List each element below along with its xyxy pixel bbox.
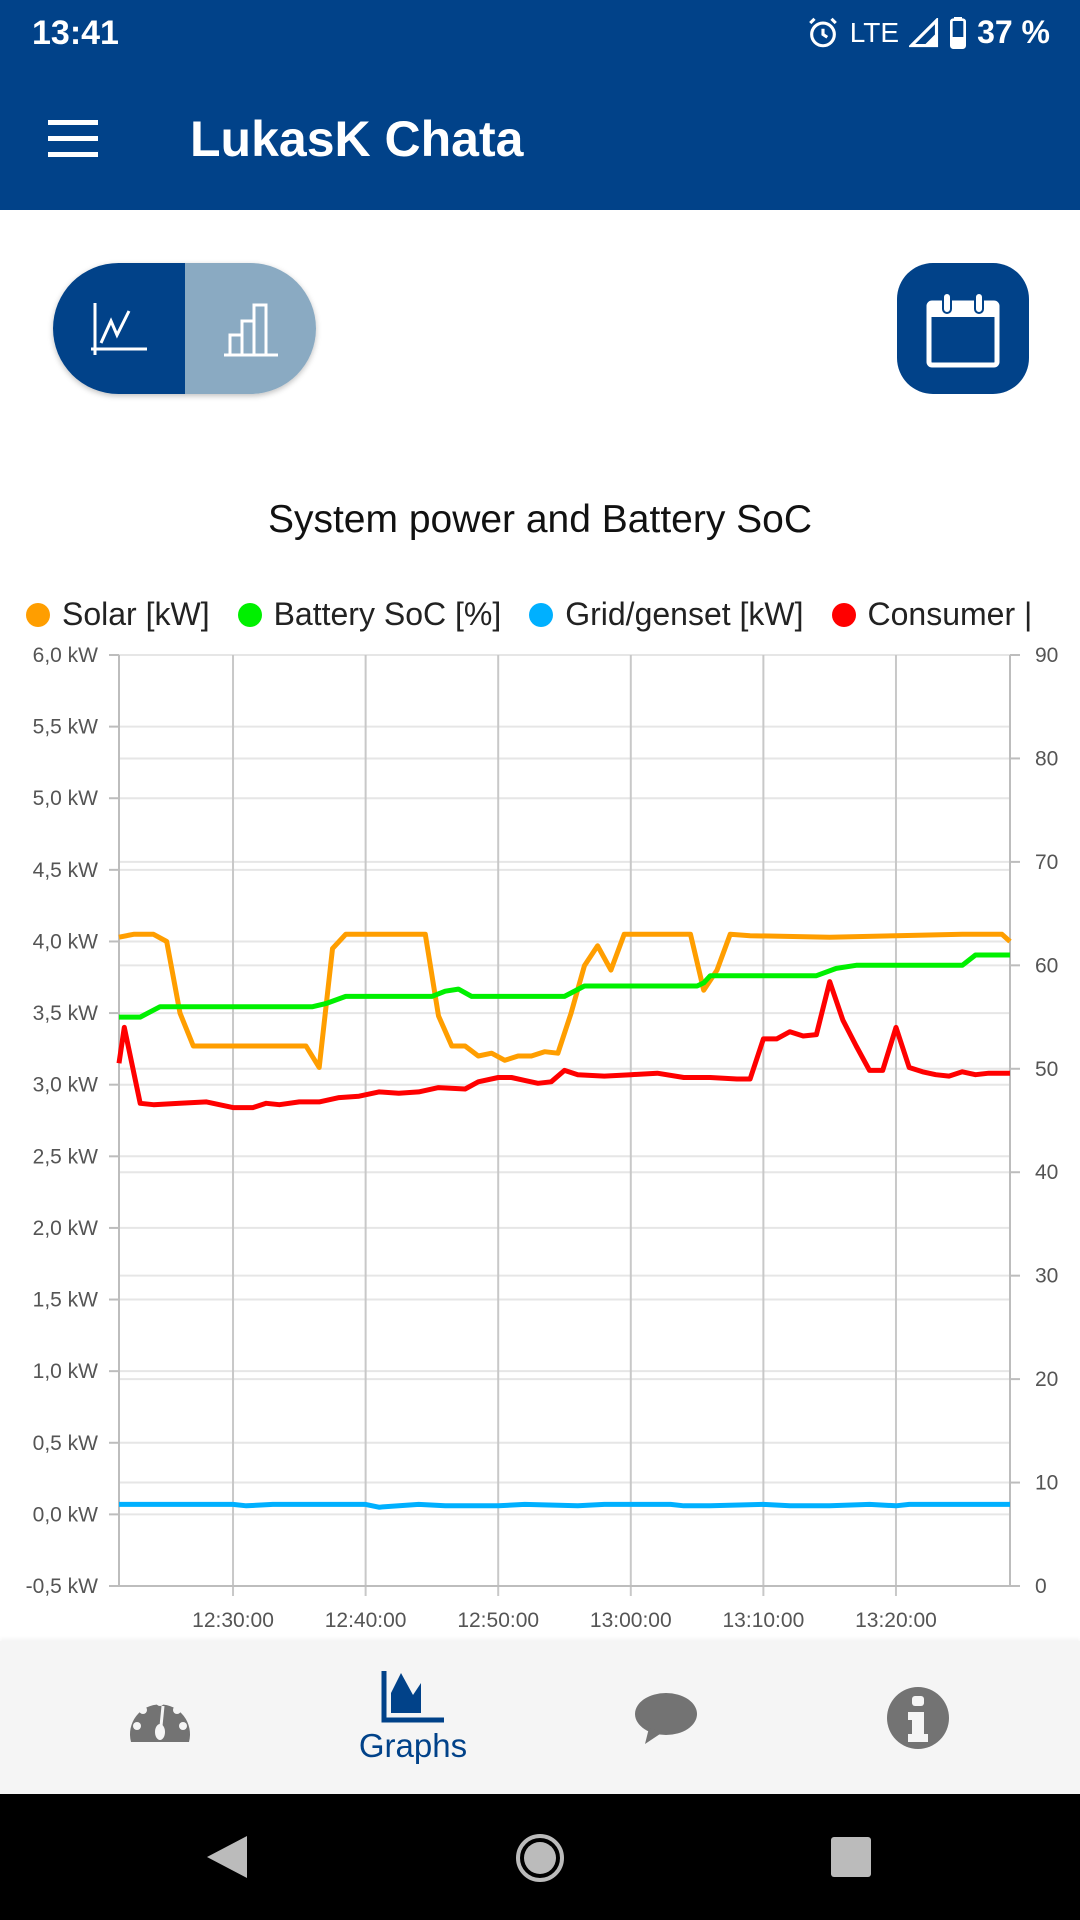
y-left-tick-label: 2,0 kW bbox=[33, 1217, 99, 1240]
calendar-icon bbox=[926, 291, 1000, 367]
nav-graphs[interactable]: Graphs bbox=[313, 1641, 513, 1794]
app-title: LukasK Chata bbox=[190, 111, 524, 167]
home-icon[interactable] bbox=[515, 1833, 565, 1883]
bar-chart-icon bbox=[224, 303, 279, 356]
series-line-gridgenset bbox=[119, 1501, 1010, 1510]
x-tick-label: 13:10:00 bbox=[723, 1609, 805, 1632]
nav-graphs-label: Graphs bbox=[358, 1726, 468, 1764]
chart-type-toggle bbox=[53, 263, 316, 394]
y-left-tick-label: 6,0 kW bbox=[33, 644, 99, 667]
recents-icon[interactable] bbox=[830, 1836, 872, 1878]
legend-dot bbox=[237, 602, 262, 627]
chart-title: System power and Battery SoC bbox=[267, 498, 813, 541]
legend-label: Grid/genset [kW] bbox=[565, 596, 804, 632]
y-left-tick-label: 3,0 kW bbox=[33, 1074, 99, 1097]
legend-item-consumer[interactable]: Consumer | bbox=[831, 596, 1033, 633]
signal-icon bbox=[909, 17, 939, 47]
legend-label: Solar [kW] bbox=[62, 596, 210, 632]
graphs-icon bbox=[381, 1670, 444, 1722]
y-left-tick-label: 3,5 kW bbox=[33, 1002, 99, 1025]
y-right-tick-label: 10 bbox=[1035, 1472, 1058, 1495]
y-left-tick-label: 4,0 kW bbox=[33, 930, 99, 953]
y-left-tick-label: 4,5 kW bbox=[33, 859, 99, 882]
legend-item-soc[interactable]: Battery SoC [%] bbox=[237, 596, 502, 633]
legend-label: Battery SoC [%] bbox=[273, 596, 502, 632]
menu-icon[interactable] bbox=[48, 120, 98, 160]
line-chart[interactable]: -0,5 kW 0,0 kW 0,5 kW 1,0 kW 1,5 kW 2,0 kW 2,5… bbox=[0, 640, 1080, 1640]
series-line-solar bbox=[118, 931, 1012, 1070]
nav-dashboard[interactable] bbox=[60, 1641, 260, 1794]
status-time: 13:41 bbox=[32, 14, 119, 52]
legend-item-solar[interactable]: Solar [kW] bbox=[26, 596, 210, 633]
y-left-tick-label: 0,0 kW bbox=[33, 1503, 99, 1526]
y-right-tick-label: 20 bbox=[1035, 1368, 1058, 1391]
y-right-tick-label: 0 bbox=[1035, 1575, 1047, 1598]
legend-label: Consumer | bbox=[867, 596, 1033, 632]
app-bar: LukasK Chata bbox=[0, 76, 1080, 210]
legend-dot bbox=[26, 602, 50, 627]
y-left-tick-label: 1,5 kW bbox=[33, 1289, 99, 1312]
y-right-tick-label: 90 bbox=[1035, 644, 1058, 667]
y-left-tick-label: 2,5 kW bbox=[33, 1145, 99, 1168]
nav-messages[interactable] bbox=[566, 1641, 766, 1794]
x-tick-label: 12:50:00 bbox=[457, 1609, 539, 1632]
y-right-tick-label: 50 bbox=[1035, 1058, 1058, 1081]
line-chart-icon bbox=[90, 302, 147, 355]
series-line-consumer bbox=[116, 979, 1010, 1111]
series-line-battery bbox=[119, 952, 1010, 1020]
x-tick-label: 12:40:00 bbox=[325, 1609, 407, 1632]
y-left-tick-label: 1,0 kW bbox=[33, 1360, 99, 1383]
y-left-tick-label: -0,5 kW bbox=[26, 1575, 99, 1598]
line-chart-button[interactable] bbox=[53, 263, 185, 394]
x-tick-label: 13:00:00 bbox=[590, 1609, 672, 1632]
nav-info[interactable] bbox=[818, 1641, 1018, 1794]
info-icon bbox=[887, 1686, 949, 1749]
battery-percent: 37 % bbox=[977, 14, 1050, 50]
network-type: LTE bbox=[849, 16, 900, 48]
back-icon[interactable] bbox=[205, 1834, 249, 1880]
y-right-tick-label: 30 bbox=[1035, 1265, 1058, 1288]
system-nav-bar bbox=[0, 1794, 1080, 1920]
y-left-tick-label: 5,0 kW bbox=[33, 787, 99, 810]
y-left-tick-label: 0,5 kW bbox=[33, 1432, 99, 1455]
x-tick-label: 13:20:00 bbox=[855, 1609, 937, 1632]
x-tick-label: 12:30:00 bbox=[192, 1609, 274, 1632]
dashboard-icon bbox=[130, 1697, 190, 1742]
bar-chart-button[interactable] bbox=[184, 263, 316, 394]
chart-legend: Solar [kW] Battery SoC [%] Grid/genset [… bbox=[26, 596, 1032, 633]
bottom-nav: Graphs bbox=[0, 1641, 1080, 1794]
y-right-tick-label: 80 bbox=[1035, 747, 1058, 770]
y-right-tick-label: 70 bbox=[1035, 851, 1058, 874]
alarm-icon bbox=[808, 17, 837, 47]
y-right-tick-label: 60 bbox=[1035, 954, 1058, 977]
battery-icon bbox=[950, 16, 967, 49]
y-right-tick-label: 40 bbox=[1035, 1161, 1058, 1184]
legend-dot bbox=[831, 602, 856, 627]
status-bar: 13:41 LTE 37 % bbox=[0, 0, 1080, 76]
legend-item-grid[interactable]: Grid/genset [kW] bbox=[529, 596, 804, 633]
chat-icon bbox=[635, 1692, 697, 1744]
calendar-button[interactable] bbox=[897, 263, 1029, 394]
y-left-tick-label: 5,5 kW bbox=[33, 716, 99, 739]
legend-dot bbox=[529, 602, 554, 627]
